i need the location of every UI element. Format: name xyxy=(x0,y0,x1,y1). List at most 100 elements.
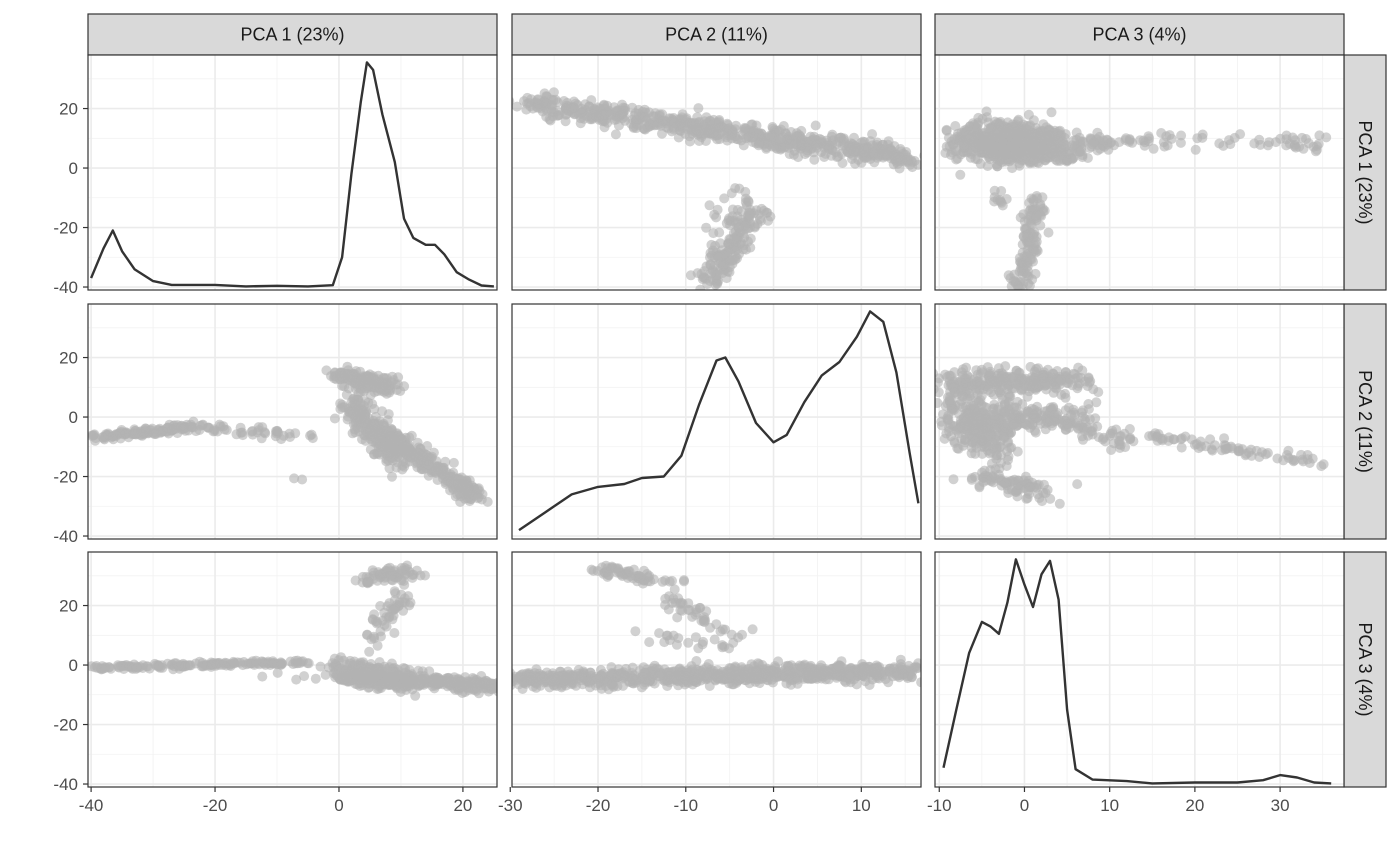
scatter-point xyxy=(1017,399,1028,410)
scatter-point xyxy=(999,399,1010,410)
scatter-point xyxy=(816,134,827,145)
scatter-point xyxy=(969,433,980,443)
scatter-point xyxy=(533,102,544,113)
scatter-point xyxy=(1054,498,1065,509)
scatter-point xyxy=(761,143,772,154)
scatter-point xyxy=(971,417,982,427)
scatter-point xyxy=(1301,134,1311,144)
scatter-point xyxy=(448,471,459,482)
scatter-point xyxy=(1083,430,1094,441)
scatter-point xyxy=(378,441,389,452)
scatter-point xyxy=(1313,139,1324,149)
scatter-point xyxy=(1281,134,1292,145)
scatter-point xyxy=(566,103,577,114)
scatter-point xyxy=(1022,124,1033,135)
scatter-point xyxy=(796,139,807,150)
scatter-point xyxy=(299,671,310,682)
scatter-point xyxy=(1040,424,1051,435)
scatter-point xyxy=(747,132,758,143)
scatter-point xyxy=(209,424,220,435)
scatter-point xyxy=(763,215,774,226)
scatter-point xyxy=(402,446,412,457)
scatter-point xyxy=(498,670,508,680)
scatter-point xyxy=(957,391,968,402)
scatter-point xyxy=(576,108,587,119)
scatter-point xyxy=(367,399,378,409)
scatter-point xyxy=(618,102,629,113)
scatter-point xyxy=(948,382,959,393)
scatter-point xyxy=(946,404,957,415)
strip-right-1: PCA 1 (23%) xyxy=(1343,54,1387,291)
scatter-point xyxy=(837,140,848,151)
scatter-point xyxy=(1124,424,1135,434)
scatter-point xyxy=(1028,196,1039,207)
scatter-point xyxy=(754,138,765,149)
scatter-point xyxy=(547,106,558,117)
scatter-point xyxy=(397,460,408,471)
scatter-point xyxy=(260,428,271,439)
scatter-point xyxy=(329,653,340,664)
panel-border xyxy=(934,54,1345,291)
scatter-point xyxy=(1049,410,1060,421)
scatter-point xyxy=(693,103,704,114)
scatter-point xyxy=(1176,130,1187,141)
scatter-point xyxy=(713,252,724,263)
scatter-point xyxy=(302,658,313,669)
strip-top-2: PCA 2 (11%) xyxy=(511,13,922,56)
scatter-point xyxy=(995,196,1006,207)
scatter-point xyxy=(749,222,760,233)
scatter-point xyxy=(197,658,208,668)
scatter-point xyxy=(116,660,126,671)
scatter-point xyxy=(903,154,914,165)
scatter-point xyxy=(340,369,351,380)
scatter-point xyxy=(1021,493,1032,504)
scatter-point xyxy=(1072,383,1083,394)
scatter-point xyxy=(1022,391,1033,402)
scatter-point xyxy=(362,370,373,381)
scatter-point xyxy=(372,617,383,628)
scatter-point xyxy=(418,679,429,690)
panel-border xyxy=(87,551,498,788)
scatter-point xyxy=(1221,443,1232,454)
scatter-point xyxy=(990,148,1001,159)
scatter-point xyxy=(935,377,943,388)
scatter-point xyxy=(364,646,375,657)
scatter-point xyxy=(938,409,948,420)
scatter-point xyxy=(366,634,377,645)
scatter-point xyxy=(339,402,350,413)
scatter-point xyxy=(292,655,303,666)
scatter-point xyxy=(1018,475,1029,486)
scatter-point xyxy=(1048,139,1059,150)
scatter-points xyxy=(88,361,493,507)
scatter-point xyxy=(1046,107,1057,118)
scatter-point xyxy=(941,428,952,439)
y-tick-label: 0 xyxy=(69,656,78,675)
scatter-point xyxy=(999,407,1010,418)
scatter-point xyxy=(923,662,933,672)
scatter-points xyxy=(498,560,933,695)
x-tick-label: -20 xyxy=(203,796,228,815)
scatter-point xyxy=(1298,143,1309,154)
scatter-point xyxy=(1316,461,1327,472)
scatter-point xyxy=(1071,417,1082,428)
scatter-point xyxy=(1040,488,1051,499)
scatter-point xyxy=(1056,130,1067,141)
scatter-point xyxy=(1032,408,1043,419)
scatter-point xyxy=(1060,367,1071,378)
scatter-point xyxy=(935,398,943,408)
scatter-point xyxy=(706,239,717,250)
scatter-point xyxy=(1024,144,1035,155)
scatter-point xyxy=(923,671,933,681)
scatter-point xyxy=(385,678,395,689)
scatter-point xyxy=(835,132,846,143)
scatter-point xyxy=(1018,209,1029,220)
scatter-point xyxy=(384,463,395,474)
scatter-point xyxy=(1076,146,1087,157)
scatter-point xyxy=(1025,422,1036,433)
x-tick-label: 20 xyxy=(453,796,472,815)
scatter-points xyxy=(88,560,497,701)
scatter-point xyxy=(925,122,935,132)
scatter-point xyxy=(718,260,729,271)
scatter-point xyxy=(386,377,397,388)
scatter-point xyxy=(758,205,769,216)
